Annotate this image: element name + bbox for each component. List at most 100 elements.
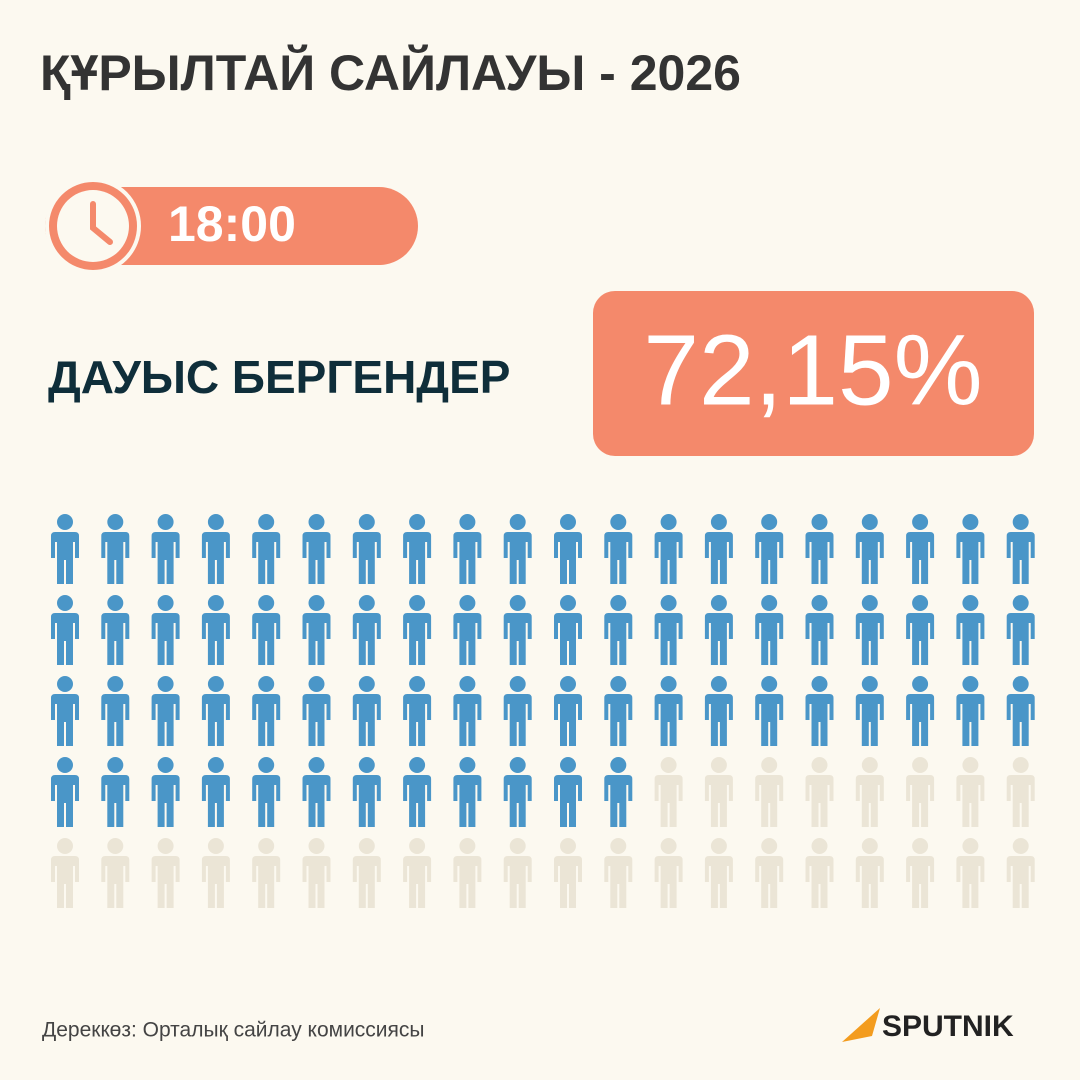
head [861,595,878,611]
head [107,595,124,611]
person-empty [51,838,79,908]
head [258,514,275,530]
head [358,514,375,530]
head [710,676,727,692]
person-filled [252,595,281,665]
person-filled [51,595,79,665]
head [660,595,677,611]
title: ҚҰРЫЛТАЙ САЙЛАУЫ - 2026 [40,44,741,101]
person-empty [755,838,784,908]
person-filled [201,676,230,746]
head [1012,757,1029,773]
head [358,757,375,773]
body [906,613,935,665]
body [51,532,79,584]
body [403,775,432,827]
head [509,838,526,854]
body [755,694,784,746]
person-filled [906,514,935,584]
head [912,676,929,692]
person-empty [403,838,432,908]
body [956,532,985,584]
person-empty [604,838,633,908]
person-empty [453,838,482,908]
person-filled [51,757,79,827]
person-filled [403,595,432,665]
body [51,694,79,746]
head [861,514,878,530]
person-filled [503,595,532,665]
person-filled [654,514,683,584]
body [503,613,532,665]
body [352,856,381,908]
body [805,532,834,584]
head [560,838,576,854]
time-badge [45,187,418,265]
body [352,694,381,746]
head [912,757,929,773]
body [805,694,834,746]
head [761,595,778,611]
head [761,757,778,773]
head [308,676,325,692]
body [554,532,582,584]
body [604,532,633,584]
body [252,694,281,746]
head [258,757,275,773]
person-filled [151,595,180,665]
body [554,775,582,827]
head [811,676,828,692]
person-filled [704,676,733,746]
person-filled [1006,676,1035,746]
body [654,775,683,827]
head [610,595,627,611]
head [459,676,476,692]
person-filled [956,514,985,584]
body [453,775,482,827]
head [660,838,677,854]
body [906,532,935,584]
body [252,532,281,584]
person-empty [956,757,985,827]
body [604,694,633,746]
body [151,856,180,908]
person-filled [604,514,633,584]
body [101,856,130,908]
person-empty [1006,838,1035,908]
head [258,595,275,611]
person-filled [704,595,733,665]
body [855,856,884,908]
head [107,838,124,854]
body [604,775,633,827]
person-filled [906,676,935,746]
person-empty [906,757,935,827]
person-empty [151,838,180,908]
head [1012,838,1029,854]
body [906,694,935,746]
body [1006,532,1035,584]
person-filled [956,595,985,665]
head [610,757,627,773]
person-filled [151,757,180,827]
body [201,856,230,908]
head [308,757,325,773]
body [403,694,432,746]
person-filled [1006,514,1035,584]
body [302,613,331,665]
person-filled [604,757,633,827]
head [207,838,224,854]
pictogram [51,514,1035,908]
head [912,514,929,530]
body [201,532,230,584]
head [509,514,526,530]
person-empty [101,838,130,908]
person-filled [151,676,180,746]
head [861,838,878,854]
head [962,838,979,854]
head [157,595,174,611]
head [57,757,73,773]
head [207,676,224,692]
body [101,532,130,584]
body [855,613,884,665]
